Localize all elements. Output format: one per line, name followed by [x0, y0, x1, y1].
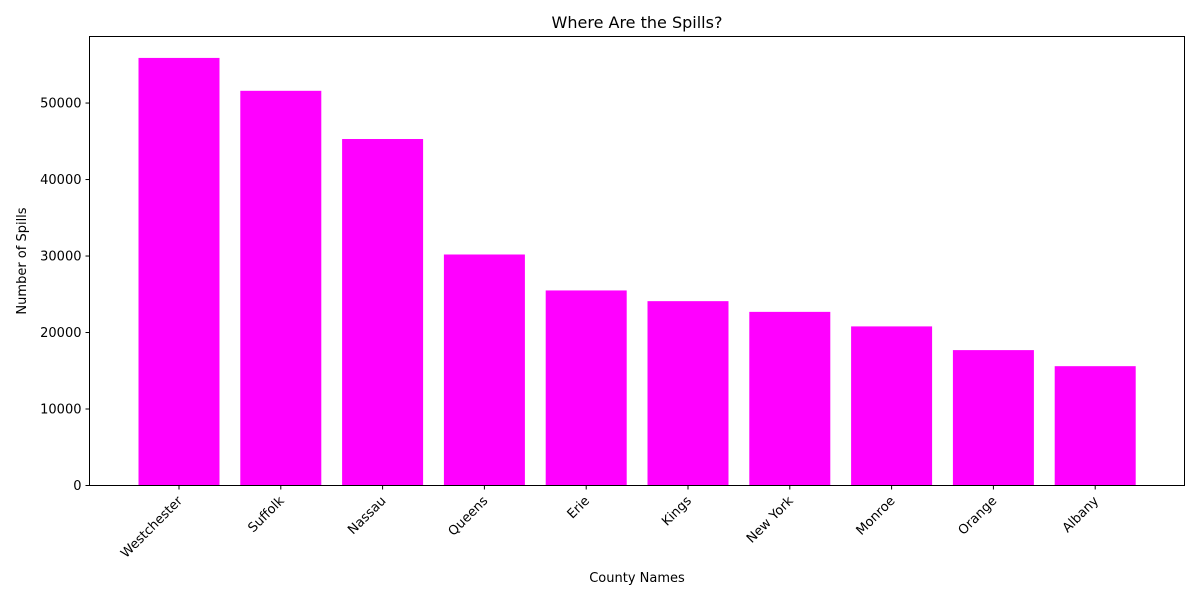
- x-tick-label: Monroe: [854, 494, 899, 539]
- x-axis-label: County Names: [589, 571, 685, 586]
- x-tick-label: Kings: [659, 494, 695, 530]
- bar-kings: [647, 301, 729, 486]
- y-axis: 0 10000 20000 30000 40000 50000: [40, 97, 90, 494]
- bar-suffolk: [240, 90, 322, 486]
- x-tick-label: New York: [744, 493, 797, 546]
- x-tick-label: Suffolk: [246, 493, 288, 535]
- bar-westchester: [138, 57, 220, 486]
- y-axis-label: Number of Spills: [15, 207, 30, 314]
- x-tick-label: Westchester: [118, 493, 186, 561]
- y-tick-label: 40000: [40, 173, 81, 188]
- y-tick-label: 0: [73, 479, 81, 494]
- y-tick-label: 20000: [40, 326, 81, 341]
- bar-monroe: [851, 326, 933, 486]
- x-tick-label: Orange: [956, 494, 1001, 539]
- y-tick-label: 10000: [40, 403, 81, 418]
- chart-title: Where Are the Spills?: [552, 13, 723, 32]
- bar-orange: [952, 350, 1034, 486]
- x-tick-label: Erie: [565, 494, 593, 522]
- bar-new-york: [749, 311, 831, 486]
- bar-albany: [1054, 366, 1136, 486]
- x-axis: Westchester Suffolk Nassau Queens Erie Kings N…: [118, 485, 1102, 561]
- bar-queens: [443, 254, 525, 486]
- x-tick-label: Nassau: [345, 494, 389, 538]
- bar-nassau: [342, 138, 424, 486]
- y-tick-label: 30000: [40, 250, 81, 265]
- x-tick-label: Albany: [1060, 494, 1102, 536]
- bars-layer: [138, 57, 1136, 486]
- x-tick-label: Queens: [446, 494, 492, 540]
- bar-erie: [545, 290, 627, 486]
- y-tick-label: 50000: [40, 97, 81, 112]
- plot-frame: [89, 36, 1185, 486]
